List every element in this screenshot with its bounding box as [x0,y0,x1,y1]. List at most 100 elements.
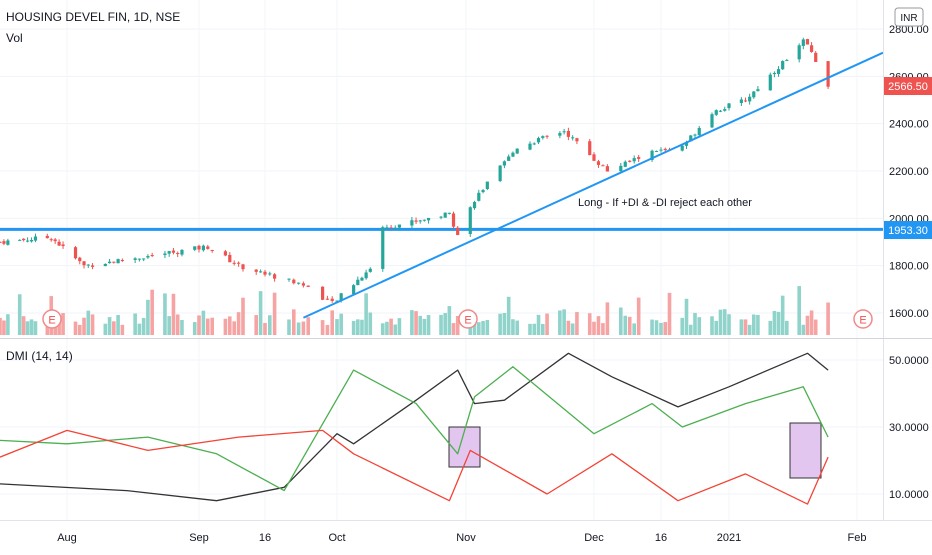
candle-body [45,235,49,239]
volume-bar [206,318,210,335]
candle-body [498,165,502,181]
candle-body [410,220,414,226]
volume-bar [809,310,814,335]
volume-bar [481,321,485,335]
last-price-box [884,77,932,95]
volume-bar [137,323,142,335]
volume-bar [722,309,727,335]
dmi-tick-label: 10.0000 [889,489,929,501]
candle-body [201,245,205,251]
volume-bar [254,315,258,335]
volume-bar [171,293,176,335]
candle-body [381,227,385,269]
earnings-marker-circle [853,309,873,329]
candle-body [146,255,150,258]
volume-bar [21,316,26,335]
candle-body [360,277,364,281]
volume-bar [515,320,519,335]
candle-body [588,141,592,156]
time-tick-label: Oct [328,532,345,544]
level-price-value: 1953.30 [888,225,928,237]
candle-body [263,271,267,275]
candle-body [558,133,562,136]
volume-bar [61,313,65,335]
candle-body [237,262,241,264]
candle-body [528,143,532,150]
volume-bar [380,323,385,335]
candle-body [90,265,95,267]
candle-body [223,251,227,256]
volume-bar [422,318,427,335]
candle-body [752,91,756,98]
candle-body [176,253,180,255]
highlight-box [789,422,822,479]
volume-bar [146,299,150,335]
volume-bar [339,313,343,335]
candle-body [330,298,334,301]
volume-bar [73,321,78,335]
candle-body [368,268,372,272]
candle-body [103,263,107,267]
earnings-marker[interactable]: E [853,309,873,329]
dmi-tick-label: 30.0000 [889,422,929,434]
candle-body [241,264,245,270]
volume-bar [562,309,566,335]
volume-bar [697,317,702,335]
candlesticks [0,37,830,303]
dmi-axis[interactable]: 50.0000 30.0000 10.0000 [889,355,929,501]
volume-bar [167,316,171,335]
volume-bar [414,311,418,335]
highlight-box [448,426,481,468]
candle-body [142,258,146,260]
volume-bar [688,324,693,335]
volume-bar [393,324,398,335]
candle-body [25,240,30,242]
candle-body [22,238,26,241]
candle-body [163,253,167,256]
candle-body [73,247,78,259]
volume-bar [756,314,760,335]
candle-body [414,220,418,222]
candle-body [632,158,636,162]
volume-bar [684,298,689,335]
candle-body [826,61,830,87]
volume-bar [0,317,2,335]
volume-bar [82,317,86,335]
candle-body [112,261,116,263]
volume-bar [263,323,267,335]
candle-body [352,285,356,295]
earnings-marker-circle [42,309,62,329]
candle-body [814,52,818,63]
volume-bar [33,321,38,335]
price-tick-label: 1600.00 [889,308,929,320]
candle-body [443,212,447,218]
volume-bar [232,321,236,335]
annotation-text: Long - If +DI & -DI reject each other [578,197,752,209]
volume-bar [455,315,460,335]
candle-body [485,181,489,189]
candle-body [171,250,176,253]
currency-badge[interactable]: INR [894,7,924,27]
earnings-marker[interactable]: E [458,309,478,329]
volume-bar [627,316,632,335]
candle-body [566,130,570,137]
candle-body [689,135,693,142]
candle-body [364,272,368,279]
time-tick-label: 16 [655,532,667,544]
candle-body [389,227,393,229]
price-axis[interactable]: 2800.002600.002400.002200.002000.001800.… [889,24,929,320]
candle-body [228,254,232,263]
candle-body [254,269,258,272]
level-price-box [884,221,932,239]
volume-bar [477,322,481,335]
candle-body [82,261,86,266]
time-axis[interactable]: Aug Sep 16 Oct Nov Dec 16 2021 Feb [57,532,866,544]
candle-body [801,39,805,46]
volume-label: Vol [6,31,23,45]
volume-bar [632,323,636,335]
trendline[interactable] [302,51,884,319]
price-tick-label: 2200.00 [889,166,929,178]
earnings-marker[interactable]: E [42,309,62,329]
candle-body [562,131,566,133]
